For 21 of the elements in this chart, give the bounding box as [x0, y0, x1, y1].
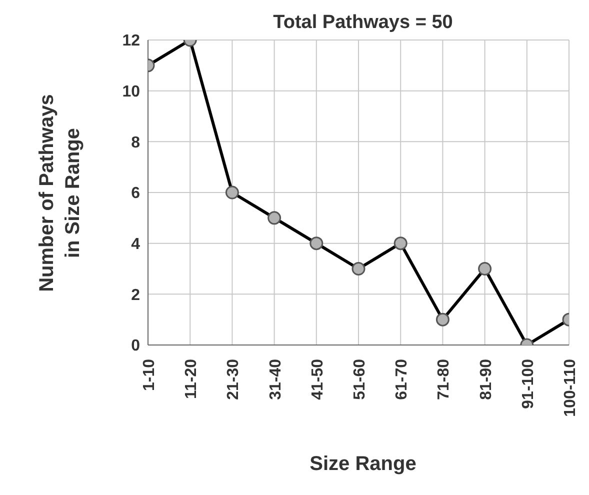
x-tick-label: 61-70	[394, 358, 411, 400]
x-tick-label: 1-10	[141, 358, 158, 392]
x-tick-label: 100-110	[562, 358, 579, 417]
x-tick-label: 81-90	[478, 358, 495, 400]
x-tick-label: 11-20	[183, 358, 200, 400]
y-tick-label: 0	[131, 338, 140, 355]
x-tick-label: 31-40	[267, 358, 284, 400]
x-tick-label: 91-100	[520, 358, 537, 409]
x-axis-title: Size Range	[308, 453, 418, 476]
y-tick-label: 2	[131, 286, 140, 304]
y-axis-title: Number of Pathways in Size Range	[35, 94, 85, 292]
chart-title: Total Pathways = 50	[272, 12, 454, 34]
y-tick-label: 10	[122, 84, 140, 101]
y-tick-label: 6	[131, 185, 140, 202]
y-tick-label: 8	[131, 134, 140, 152]
x-tick-label: 21-30	[225, 358, 242, 400]
y-tick-label: 12	[122, 32, 140, 50]
y-tick-label: 4	[131, 236, 140, 254]
x-tick-label: 51-60	[352, 358, 368, 400]
x-tick-label: 41-50	[309, 358, 326, 400]
x-tick-label: 71-80	[436, 358, 453, 400]
